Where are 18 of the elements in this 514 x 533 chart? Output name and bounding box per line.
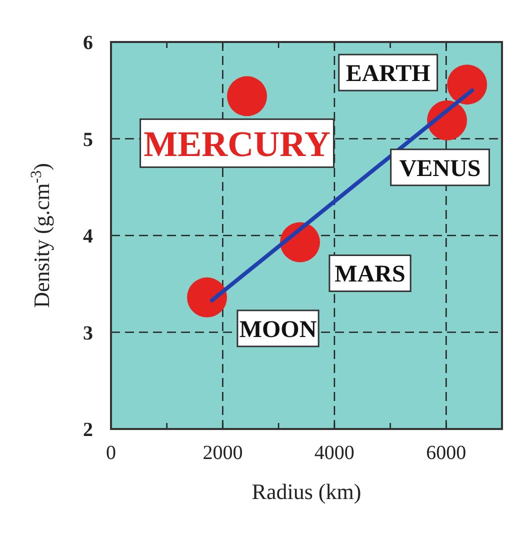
x-tick-label: 0 (106, 442, 116, 464)
annotation: MOON (239, 316, 318, 343)
annotation: MARS (334, 262, 406, 288)
point (447, 64, 488, 105)
x-axis-title: Radius (km) (252, 479, 362, 504)
y-tick-label: 3 (83, 322, 93, 344)
x-tick-label: 2000 (202, 442, 243, 464)
point (187, 277, 228, 318)
annotation: EARTH (346, 60, 431, 87)
y-tick-label: 2 (83, 419, 93, 441)
y-tick-label: 5 (83, 128, 93, 151)
annotation: VENUS (399, 156, 481, 182)
point (227, 76, 268, 116)
y-tick-label: 4 (83, 226, 93, 248)
x-tick-label: 4000 (314, 442, 354, 464)
y-tick-label: 6 (83, 32, 93, 54)
annotation: MERCURY (144, 124, 330, 164)
x-tick-label: 6000 (426, 442, 466, 464)
